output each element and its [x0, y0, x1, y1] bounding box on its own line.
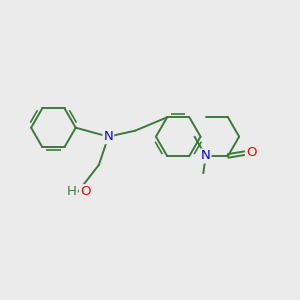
Text: O: O [80, 185, 90, 198]
Text: N: N [201, 149, 211, 162]
Text: N: N [103, 130, 113, 143]
Text: H: H [67, 185, 76, 198]
Text: O: O [246, 146, 256, 160]
